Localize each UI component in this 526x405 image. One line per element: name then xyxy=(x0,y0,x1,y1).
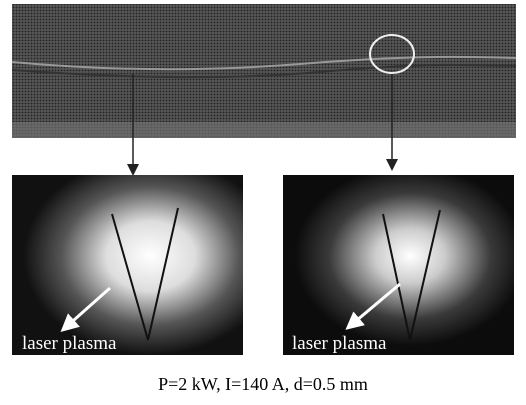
top-image xyxy=(12,4,516,138)
panel-label: laser plasma xyxy=(292,333,387,354)
panel-label: laser plasma xyxy=(22,333,117,354)
caption: P=2 kW, I=140 A, d=0.5 mm xyxy=(158,374,368,394)
left-image: laser plasma xyxy=(12,175,243,355)
right-image: laser plasma xyxy=(283,175,514,355)
figure: laser plasma laser plasma P=2 kW, I=140 … xyxy=(0,0,526,405)
